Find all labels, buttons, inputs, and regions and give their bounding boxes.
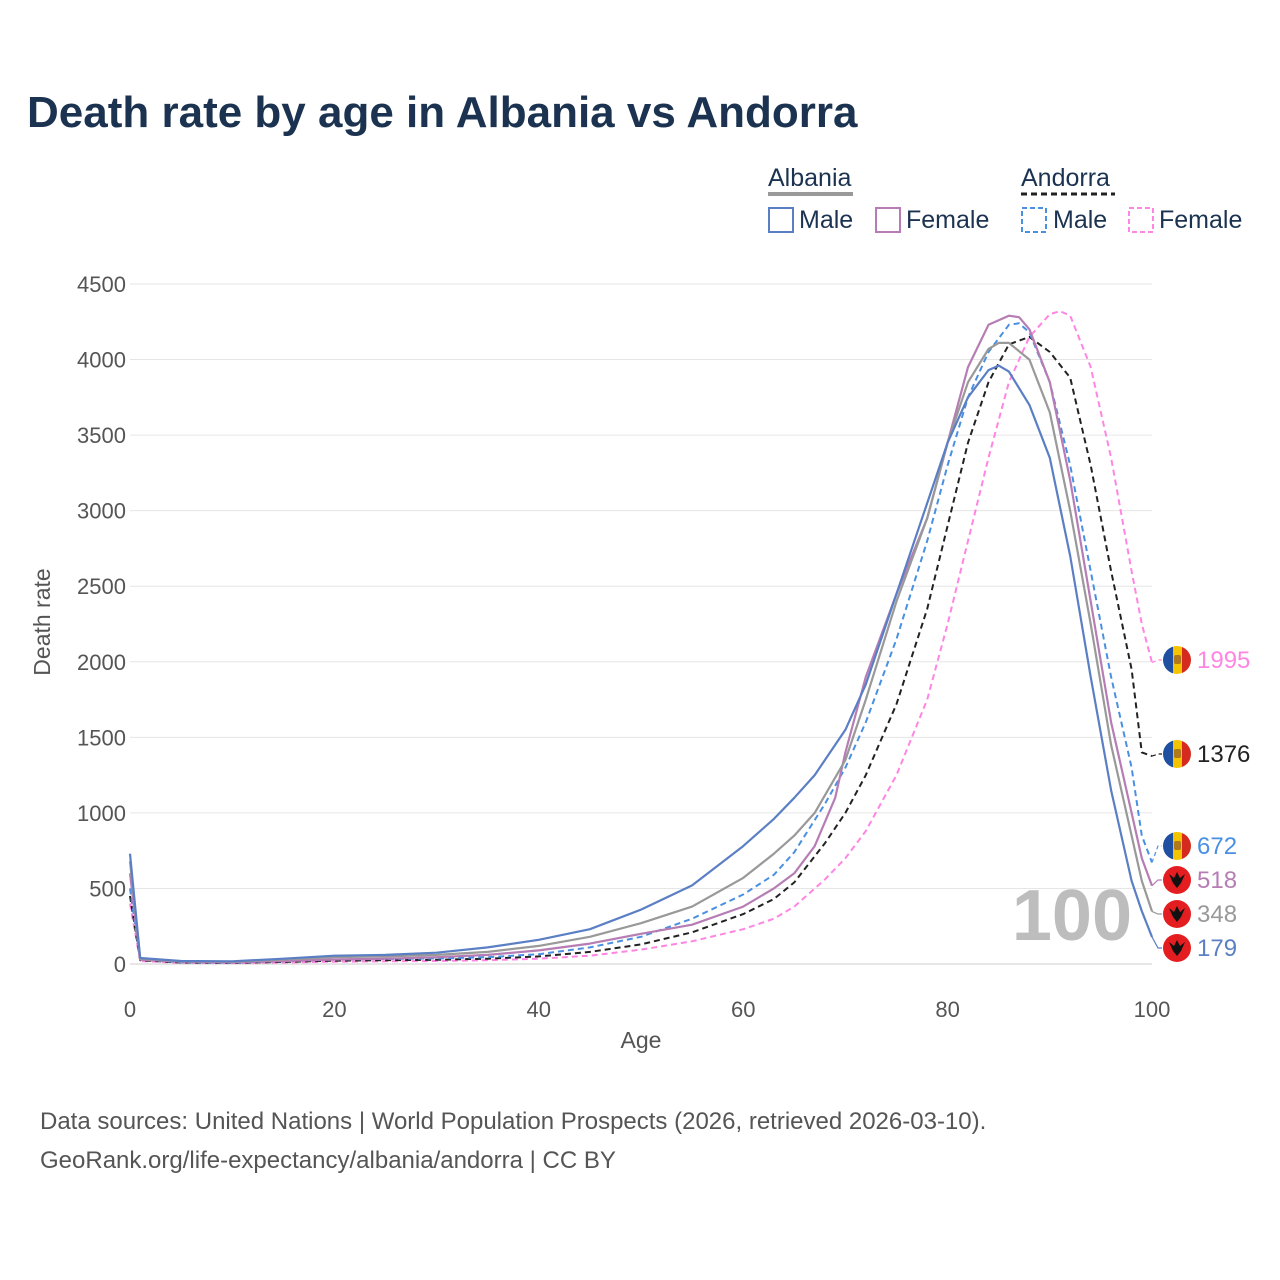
y-tick-label: 1000 xyxy=(77,801,126,826)
chart-title: Death rate by age in Albania vs Andorra xyxy=(27,88,858,137)
albania-flag-icon xyxy=(1163,900,1191,928)
y-tick-label: 4500 xyxy=(77,272,126,297)
x-tick-label: 100 xyxy=(1134,997,1171,1022)
x-tick-label: 0 xyxy=(124,997,136,1022)
x-tick-label: 40 xyxy=(527,997,551,1022)
end-value-albania-total: 348 xyxy=(1197,901,1237,928)
end-value-albania-female: 518 xyxy=(1197,867,1237,894)
legend-albania-male-label[interactable]: Male xyxy=(799,206,853,234)
x-axis-title: Age xyxy=(621,1027,662,1053)
series-line-andorra-female xyxy=(129,310,1153,965)
legend-albania-female-label[interactable]: Female xyxy=(906,206,989,234)
series-line-albania-female xyxy=(128,314,1154,964)
x-tick-label: 80 xyxy=(935,997,959,1022)
legend-group-albania: Albania xyxy=(768,164,851,192)
series-line-andorra-total xyxy=(129,335,1153,964)
y-tick-label: 0 xyxy=(114,952,126,977)
y-tick-label: 2000 xyxy=(77,650,126,675)
end-value-andorra-male: 672 xyxy=(1197,833,1237,860)
andorra-flag-icon xyxy=(1163,832,1191,860)
series-line-andorra-male xyxy=(129,322,1153,964)
end-value-albania-male: 179 xyxy=(1197,935,1237,962)
end-connector xyxy=(1151,659,1162,664)
end-labels: 1995 1376 672 518 348 179 xyxy=(1151,646,1250,962)
legend-albania-male-swatch[interactable] xyxy=(768,207,794,233)
albania-flag-icon xyxy=(1163,934,1191,962)
axis-ticks: 0 500 1000 1500 2000 2500 3000 3500 4000 4500 0 20 4… xyxy=(77,272,1170,1022)
watermark-age: 100 xyxy=(1012,876,1132,956)
end-connector xyxy=(1151,936,1162,949)
legend-albania-female-swatch[interactable] xyxy=(875,207,901,233)
legend[interactable]: Albania Male Female Andorra Male Female xyxy=(768,164,1242,234)
y-tick-label: 2500 xyxy=(77,574,126,599)
x-tick-label: 60 xyxy=(731,997,755,1022)
andorra-flag-icon xyxy=(1163,646,1191,674)
x-tick-label: 20 xyxy=(322,997,346,1022)
y-axis-title: Death rate xyxy=(29,568,55,675)
end-connector xyxy=(1151,845,1162,863)
legend-andorra-female-label[interactable]: Female xyxy=(1159,206,1242,234)
legend-andorra-male-swatch[interactable] xyxy=(1021,207,1047,233)
series-line-albania-male xyxy=(128,364,1154,963)
end-value-andorra-total: 1376 xyxy=(1197,741,1250,768)
y-tick-label: 3000 xyxy=(77,499,126,524)
y-tick-label: 500 xyxy=(89,876,126,901)
andorra-flag-icon xyxy=(1163,740,1191,768)
y-tick-label: 3500 xyxy=(77,423,126,448)
y-tick-label: 1500 xyxy=(77,725,126,750)
end-connector xyxy=(1151,879,1162,887)
albania-flag-icon xyxy=(1163,866,1191,894)
end-connector xyxy=(1151,910,1162,915)
legend-andorra-female-swatch[interactable] xyxy=(1128,207,1154,233)
y-tick-label: 4000 xyxy=(77,348,126,373)
legend-group-andorra: Andorra xyxy=(1021,164,1110,192)
source-note: Data sources: United Nations | World Pop… xyxy=(40,1108,987,1135)
end-value-andorra-female: 1995 xyxy=(1197,647,1250,674)
series-line-albania-total xyxy=(128,341,1154,963)
end-connector xyxy=(1151,753,1162,757)
source-link[interactable]: GeoRank.org/life-expectancy/albania/ando… xyxy=(40,1147,616,1174)
legend-andorra-male-label[interactable]: Male xyxy=(1053,206,1107,234)
grid xyxy=(130,283,1152,965)
series-lines xyxy=(128,310,1154,965)
